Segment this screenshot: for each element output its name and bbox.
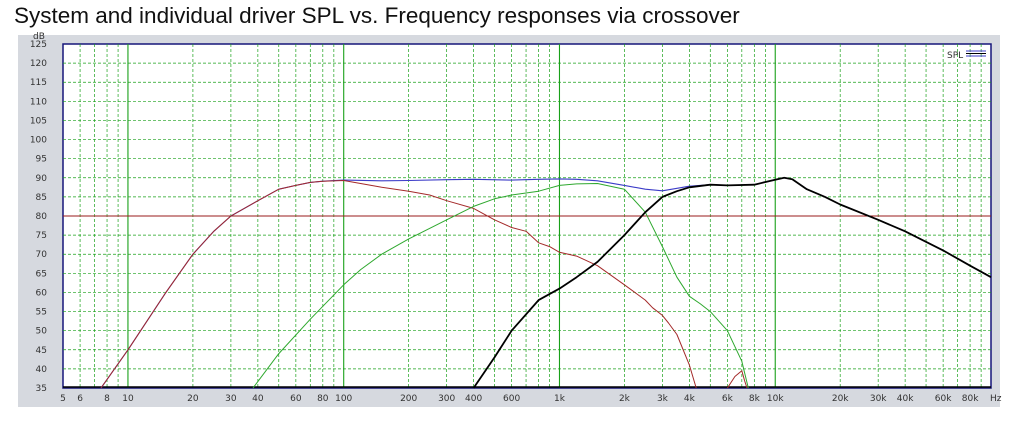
y-tick-label: 95 xyxy=(36,155,47,165)
y-tick-label: 35 xyxy=(36,384,47,394)
series-lines xyxy=(63,176,992,389)
y-tick-label: 90 xyxy=(36,174,48,184)
y-tick-label: 75 xyxy=(36,231,47,241)
x-tick-label: 30 xyxy=(225,394,237,404)
y-tick-label: 105 xyxy=(30,116,47,126)
x-tick-label: 2k xyxy=(619,394,631,404)
y-tick-label: 45 xyxy=(36,346,47,356)
x-tick-label: 6k xyxy=(722,394,734,404)
x-tick-label: 6 xyxy=(77,394,83,404)
y-tick-label: 85 xyxy=(36,193,47,203)
y-tick-label: 115 xyxy=(30,78,47,88)
series-line-woofer xyxy=(100,180,697,389)
y-tick-label: 55 xyxy=(36,308,47,318)
x-tick-label: 40k xyxy=(897,394,914,404)
x-tick-label: 40 xyxy=(252,394,264,404)
x-tick-label: 8 xyxy=(104,394,110,404)
x-tick-label: 400 xyxy=(465,394,482,404)
y-tick-label: 110 xyxy=(30,97,47,107)
y-tick-labels: 125 120 115 110 105 100 95 90 85 80 75 70 65 60 55 50 45… xyxy=(30,40,47,394)
x-tick-label: 60 xyxy=(290,394,302,404)
x-tick-label: 10 xyxy=(122,394,134,404)
x-tick-label: 3k xyxy=(657,394,669,404)
y-tick-label: 100 xyxy=(30,136,47,146)
x-tick-label: 20 xyxy=(187,394,199,404)
y-tick-label: 125 xyxy=(30,40,47,50)
x-tick-labels: 5 6 8 10 20 30 40 60 80 100 200 300 400 600 1k 2k 3k 4k 6k… xyxy=(60,394,979,404)
series-line-midrange xyxy=(252,183,749,389)
x-tick-label: 8k xyxy=(749,394,761,404)
x-tick-label: 10k xyxy=(767,394,784,404)
y-tick-label: 70 xyxy=(36,250,48,260)
x-tick-label: 300 xyxy=(438,394,455,404)
x-tick-label: 600 xyxy=(503,394,520,404)
series-line-tweeter xyxy=(472,176,992,389)
y-tick-label: 120 xyxy=(30,59,47,69)
x-tick-label: 60k xyxy=(935,394,952,404)
x-tick-label: 200 xyxy=(400,394,417,404)
x-tick-label: 1k xyxy=(554,394,566,404)
y-tick-label: 50 xyxy=(36,327,48,337)
chart-title: System and individual driver SPL vs. Fre… xyxy=(14,3,740,28)
series-line-woofer-tail xyxy=(726,370,748,389)
y-tick-label: 80 xyxy=(36,212,48,222)
y-tick-label: 65 xyxy=(36,269,47,279)
x-tick-label: 80 xyxy=(317,394,329,404)
y-tick-label: 60 xyxy=(36,288,48,298)
x-tick-label: 100 xyxy=(335,394,352,404)
x-tick-label: 5 xyxy=(60,394,66,404)
x-tick-label: 30k xyxy=(870,394,887,404)
x-unit-label: Hz xyxy=(990,394,1002,404)
y-unit-label: dB xyxy=(33,32,45,42)
x-tick-label: 20k xyxy=(832,394,849,404)
legend-label: SPL xyxy=(947,51,963,61)
x-tick-label: 4k xyxy=(684,394,696,404)
y-tick-label: 40 xyxy=(36,365,48,375)
x-tick-label: 80k xyxy=(962,394,979,404)
legend: SPL xyxy=(947,50,986,61)
